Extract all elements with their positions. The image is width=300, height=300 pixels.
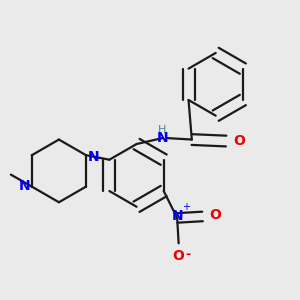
Text: N: N xyxy=(157,131,168,145)
Text: N: N xyxy=(88,150,99,164)
Text: +: + xyxy=(182,202,190,212)
Text: H: H xyxy=(158,125,167,135)
Text: O: O xyxy=(209,208,221,222)
Text: O: O xyxy=(173,249,184,263)
Text: O: O xyxy=(234,134,245,148)
Text: N: N xyxy=(171,209,183,224)
Text: -: - xyxy=(185,248,190,261)
Text: N: N xyxy=(19,179,30,193)
